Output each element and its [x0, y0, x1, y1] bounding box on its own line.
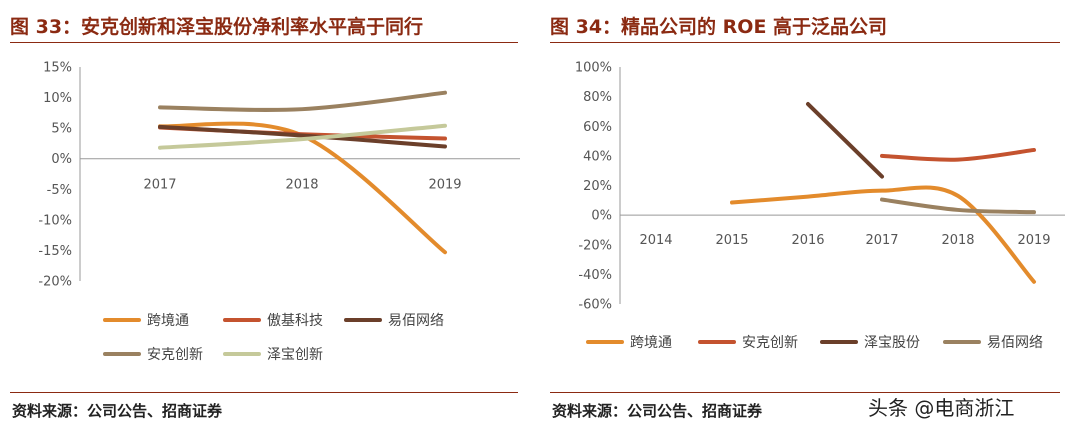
y-tick-label: 100% — [575, 61, 612, 76]
series-line-安克创新 — [158, 90, 447, 112]
legend-label: 泽宝股份 — [864, 335, 920, 351]
x-tick-label: 2018 — [285, 178, 318, 193]
series-line-泽宝股份 — [806, 102, 884, 179]
y-tick-label: -20% — [578, 238, 612, 253]
x-tick-label: 2018 — [941, 233, 974, 248]
x-tick-label: 2015 — [715, 233, 748, 248]
x-tick-label: 2019 — [428, 178, 461, 193]
legend-label: 泽宝创新 — [267, 347, 323, 363]
y-tick-label: 60% — [583, 120, 612, 135]
x-tick-label: 2019 — [1017, 233, 1050, 248]
right-figure-panel: 图 34：精品公司的 ROE 高于泛品公司 100% 80% 60% 40% 20% 0%… — [540, 0, 1080, 432]
source-rule — [10, 392, 518, 393]
legend-label: 安克创新 — [742, 335, 798, 351]
y-tick-label: -60% — [578, 298, 612, 313]
series-line-泽宝创新 — [158, 123, 447, 150]
x-tick-label: 2017 — [143, 178, 176, 193]
legend-label: 易佰网络 — [987, 335, 1043, 351]
figure-title: 图 33：安克创新和泽宝股份净利率水平高于同行 — [10, 16, 424, 38]
legend-label: 跨境通 — [630, 335, 672, 351]
series-line-易佰网络 — [158, 124, 447, 149]
legend-label: 傲基科技 — [267, 312, 323, 329]
title-rule — [10, 42, 518, 43]
legend-label: 易佰网络 — [388, 313, 444, 329]
x-tick-label: 2016 — [791, 233, 824, 248]
y-tick-label: -5% — [47, 183, 72, 198]
y-tick-label: 0% — [591, 209, 612, 224]
right-chart: 100% 80% 60% 40% 20% 0% -20% -40% -60% 2014 2015 20… — [575, 61, 1065, 351]
y-tick-label: 40% — [583, 149, 612, 164]
y-tick-label: 10% — [43, 91, 72, 106]
y-tick-label: -10% — [38, 213, 72, 228]
y-tick-label: -20% — [38, 275, 72, 290]
x-tick-label: 2014 — [639, 233, 672, 248]
x-tick-label: 2017 — [865, 233, 898, 248]
series-line-跨境通 — [730, 185, 1036, 284]
series-line-安克创新 — [880, 147, 1036, 162]
y-tick-label: 0% — [51, 152, 72, 167]
y-tick-label: -15% — [38, 244, 72, 259]
legend-label: 安克创新 — [147, 347, 203, 363]
y-tick-label: 5% — [51, 122, 72, 137]
source-rule — [550, 392, 1060, 393]
title-rule — [550, 42, 1060, 43]
legend-label: 跨境通 — [147, 313, 189, 329]
watermark: 头条 @电商浙江 — [868, 396, 1015, 420]
source-note: 资料来源：公司公告、招商证券 — [12, 402, 223, 420]
y-tick-label: -40% — [578, 268, 612, 283]
left-figure-panel: 图 33：安克创新和泽宝股份净利率水平高于同行 15% 10% 5% 0% -5% -10… — [10, 16, 520, 420]
figure-title: 图 34：精品公司的 ROE 高于泛品公司 — [550, 16, 888, 38]
series-line-易佰网络 — [880, 197, 1036, 215]
source-note: 资料来源：公司公告、招商证券 — [552, 402, 763, 420]
y-tick-label: 20% — [583, 179, 612, 194]
left-chart: 15% 10% 5% 0% -5% -10% -15% -20% 2017 2018 2019 跨境通… — [38, 61, 520, 363]
y-tick-label: 15% — [43, 61, 72, 76]
y-tick-label: 80% — [583, 90, 612, 105]
